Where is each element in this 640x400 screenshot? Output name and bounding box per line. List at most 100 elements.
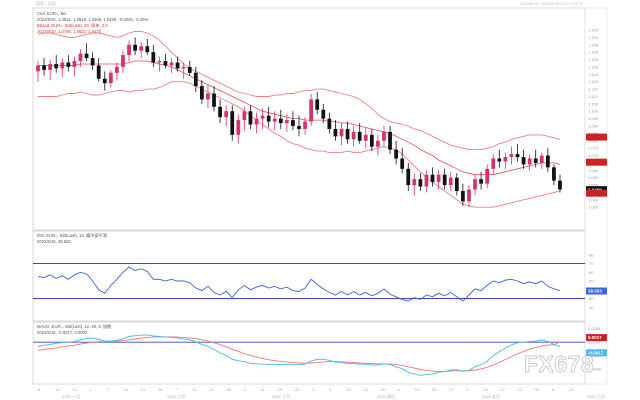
candle-body <box>351 131 356 140</box>
price-header-line4: 2022/6/10, 1.0756, 1.0632, 1.0470 <box>37 29 102 34</box>
price-tick-label: 1.050 <box>588 183 599 188</box>
x-day-tick: 2 <box>312 387 315 392</box>
candle-body <box>357 131 362 141</box>
x-day-tick: 23 <box>72 387 77 392</box>
x-month-label: 2022 四月 <box>377 394 395 399</box>
macd-tick-label: 0.0000 <box>588 340 601 345</box>
candle-body <box>394 149 398 159</box>
x-day-tick: 25 <box>295 387 300 392</box>
price-tick-label: 1.085 <box>588 131 599 136</box>
candle-body <box>254 118 259 125</box>
candle-body <box>115 66 119 73</box>
candle-body <box>54 63 59 69</box>
rsi-tick-label: 80 <box>589 252 594 257</box>
bollinger-lower-line <box>38 81 561 208</box>
price-tick-label: 1.110 <box>588 94 598 99</box>
candle-body <box>430 174 435 183</box>
macd-tick-label: 0.0050 <box>588 326 601 331</box>
x-day-tick: 23 <box>363 387 368 392</box>
price-tick-label: 1.060 <box>588 168 599 173</box>
x-day-tick: 16 <box>346 387 351 392</box>
candle-body <box>418 179 423 187</box>
price-tick-label: 1.140 <box>588 50 599 55</box>
candle-body <box>467 189 471 202</box>
candle-body <box>369 134 374 147</box>
candle-body <box>333 128 338 137</box>
x-month-label: 2022 五月 <box>482 394 500 399</box>
candle-body <box>157 61 162 63</box>
candle-body <box>193 72 198 87</box>
candle-body <box>303 121 307 129</box>
price-tick-label: 1.120 <box>588 79 599 84</box>
price-tick-label: 1.035 <box>588 205 599 210</box>
x-day-tick: 3 <box>466 387 469 392</box>
candle-body <box>127 44 131 56</box>
candle-body <box>382 131 386 141</box>
macd-signal-line <box>37 336 561 372</box>
candle-body <box>218 106 222 118</box>
candle-body <box>248 111 253 125</box>
candle-body <box>181 66 186 69</box>
candle-body <box>297 126 301 129</box>
title-left: 图表 - 日线 <box>36 1 56 6</box>
macd-signal-tag: 0.0017 <box>588 335 602 340</box>
price-tick-label: 1.115 <box>588 87 598 92</box>
x-day-tick: 21 <box>209 387 214 392</box>
candle-body <box>42 65 46 70</box>
macd-header-line1: MACD, EUR=, Bid(Last), 12, 26, 9, 指数 <box>37 323 112 330</box>
x-day-tick: 16 <box>55 387 60 392</box>
x-month-label: 2022 六月 <box>587 393 605 399</box>
price-tick-label: 1.125 <box>588 72 599 77</box>
price-tick-label: 1.055 <box>588 175 599 180</box>
price-tick-label: 1.130 <box>588 64 599 69</box>
candle-body <box>60 62 65 69</box>
macd-value-tag: -0.0017 <box>588 350 604 355</box>
x-month-label: 2022 一月 <box>62 394 80 399</box>
price-header-line1: Cnd, EUR=, Bd <box>37 11 66 16</box>
candle-body <box>558 180 562 190</box>
candle-body <box>260 115 265 119</box>
x-day-tick: 17 <box>500 387 505 392</box>
x-day-tick: 21 <box>141 387 146 392</box>
last-price-tag-bg <box>586 186 607 194</box>
x-day-tick: 13 <box>569 387 574 392</box>
candle-body <box>133 44 137 51</box>
price-tick-label: 1.075 <box>588 146 599 151</box>
candle-body <box>327 118 332 129</box>
x-day-tick: 14 <box>192 387 197 392</box>
candle-body <box>424 174 429 187</box>
candle-body <box>376 140 380 147</box>
macd-signal-tag-bg <box>586 334 607 342</box>
candle-body <box>509 154 514 158</box>
candle-body <box>406 168 411 186</box>
macd-header-line2: 2022/6/15, -0.0017, 0.0002 <box>37 330 88 335</box>
price-tick-label: 1.145 <box>588 42 599 47</box>
candle-body <box>461 190 465 202</box>
candle-body <box>533 158 538 163</box>
candle-body <box>121 55 125 67</box>
candle-body <box>206 93 210 100</box>
candle-body <box>200 86 204 100</box>
price-tick-label: 1.090 <box>588 124 599 129</box>
rsi-tick-label: 60 <box>589 270 594 275</box>
candle-body <box>272 118 277 122</box>
x-day-tick: 8 <box>38 387 41 392</box>
x-day-tick: 6 <box>552 387 555 392</box>
candle-body <box>102 78 107 84</box>
price-tick-label: 1.155 <box>588 28 599 33</box>
candle-body <box>96 65 101 79</box>
x-day-tick: 6 <box>398 387 401 392</box>
candle-body <box>78 53 83 62</box>
candle-body <box>230 111 235 135</box>
price-tick-label: 1.040 <box>588 197 599 202</box>
bb-mid-tag-bg <box>586 158 607 166</box>
rsi-tick-label: 30 <box>589 296 594 301</box>
candle-body <box>66 62 71 67</box>
candle-body <box>473 179 477 190</box>
candle-body <box>284 120 289 124</box>
rsi-tick-label: 70 <box>589 261 594 266</box>
candle-body <box>145 46 150 53</box>
candle-body <box>454 177 459 191</box>
price-tick-label: 1.100 <box>588 109 599 114</box>
